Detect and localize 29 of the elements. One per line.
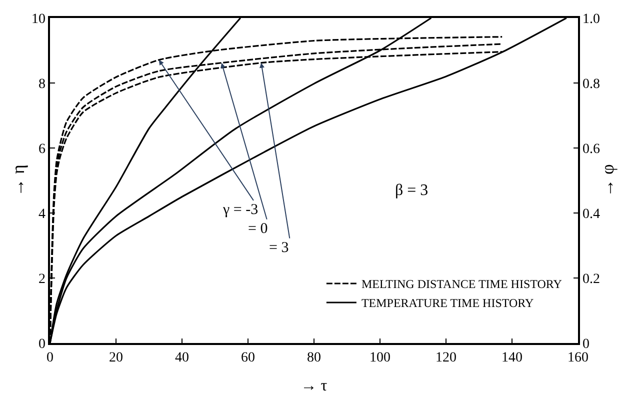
annotation: β = 3 <box>395 182 428 199</box>
x-tick-label: 160 <box>568 350 588 366</box>
y-tick-label: 6 <box>38 142 46 157</box>
annotation: = 3 <box>269 240 289 256</box>
y2-tick-label: 0.6 <box>582 142 600 157</box>
y2-tick-label: 0.8 <box>582 76 600 92</box>
x-tick-label: 100 <box>370 350 390 366</box>
y-tick-label: 4 <box>38 206 46 222</box>
y-tick-label: 10 <box>31 12 46 27</box>
annotation: = 0 <box>248 221 268 237</box>
annotation: γ = -3 <box>222 202 258 218</box>
x-tick-label: 80 <box>307 350 321 366</box>
legend-label: MELTING DISTANCE TIME HISTORY <box>361 277 562 292</box>
y-tick-label: 0 <box>38 336 46 352</box>
x-tick-label: 140 <box>502 350 522 366</box>
x-axis-title: → τ <box>300 378 328 395</box>
x-tick-label: 120 <box>436 350 456 366</box>
y2-axis-title: → φ <box>598 164 618 197</box>
y2-tick-label: 0.2 <box>582 272 600 287</box>
y2-tick-label: 1.0 <box>582 12 600 27</box>
y-tick-label: 2 <box>38 272 46 287</box>
x-tick-label: 60 <box>241 350 255 366</box>
y-tick-label: 8 <box>38 76 46 92</box>
y2-tick-label: 0 <box>582 336 590 352</box>
legend-label: TEMPERATURE TIME HISTORY <box>361 296 534 310</box>
x-tick-label: 40 <box>175 350 189 366</box>
y-axis-title: → η <box>8 164 28 196</box>
y2-tick-label: 0.4 <box>582 206 600 222</box>
x-tick-label: 20 <box>109 350 123 366</box>
